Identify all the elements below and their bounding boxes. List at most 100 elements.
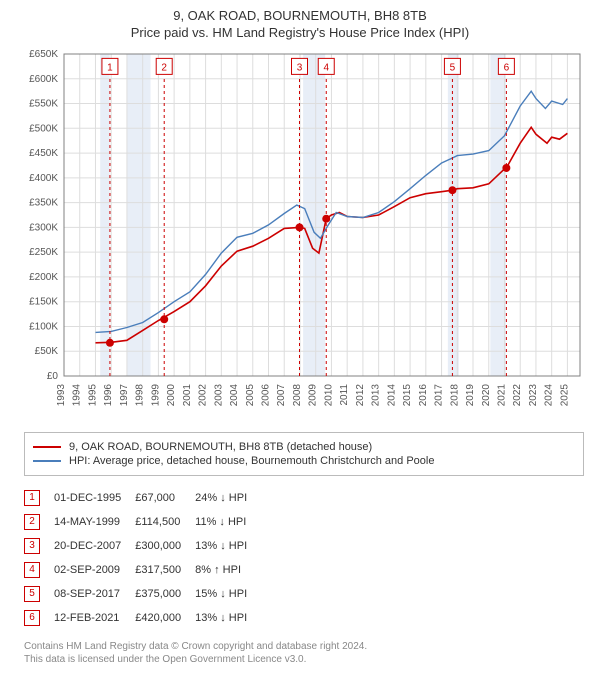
- svg-text:2010: 2010: [323, 384, 334, 407]
- svg-text:2008: 2008: [292, 384, 303, 407]
- svg-text:£150K: £150K: [29, 297, 58, 308]
- svg-text:2005: 2005: [245, 384, 256, 407]
- legend: 9, OAK ROAD, BOURNEMOUTH, BH8 8TB (detac…: [24, 432, 584, 476]
- svg-text:1994: 1994: [72, 384, 83, 407]
- sales-row: 2 14-MAY-1999£114,50011% ↓ HPI: [24, 510, 261, 534]
- sale-marker-cell: 5: [24, 582, 54, 606]
- sale-marker-cell: 4: [24, 558, 54, 582]
- sale-marker-icon: 2: [24, 514, 40, 530]
- sale-marker-icon: 3: [24, 538, 40, 554]
- sale-marker-cell: 3: [24, 534, 54, 558]
- sale-marker-icon: 1: [24, 490, 40, 506]
- svg-text:1998: 1998: [135, 384, 146, 407]
- sale-delta: 13% ↓ HPI: [195, 534, 261, 558]
- svg-text:£300K: £300K: [29, 222, 58, 233]
- footer-attribution: Contains HM Land Registry data © Crown c…: [24, 640, 588, 666]
- title-subtitle: Price paid vs. HM Land Registry's House …: [12, 25, 588, 40]
- legend-swatch: [33, 460, 61, 462]
- sales-row: 1 01-DEC-1995£67,00024% ↓ HPI: [24, 486, 261, 510]
- price-chart: £0 £50K £100K £150K £200K £250K £300K £350K £400…: [12, 46, 588, 426]
- svg-text:2004: 2004: [229, 384, 240, 407]
- svg-text:£650K: £650K: [29, 49, 58, 60]
- sale-delta: 24% ↓ HPI: [195, 486, 261, 510]
- sale-price: £300,000: [135, 534, 195, 558]
- svg-text:1993: 1993: [56, 384, 67, 407]
- sales-row: 4 02-SEP-2009£317,5008% ↑ HPI: [24, 558, 261, 582]
- svg-text:2003: 2003: [213, 384, 224, 407]
- footer-line2: This data is licensed under the Open Gov…: [24, 653, 588, 666]
- svg-text:1997: 1997: [119, 384, 130, 407]
- sale-price: £375,000: [135, 582, 195, 606]
- svg-text:1999: 1999: [150, 384, 161, 407]
- svg-text:2011: 2011: [339, 384, 350, 406]
- legend-label: HPI: Average price, detached house, Bour…: [69, 455, 434, 467]
- sale-marker-cell: 1: [24, 486, 54, 510]
- sale-marker-cell: 6: [24, 606, 54, 630]
- svg-text:£350K: £350K: [29, 198, 58, 209]
- svg-text:£600K: £600K: [29, 74, 58, 85]
- sale-delta: 8% ↑ HPI: [195, 558, 261, 582]
- svg-text:2007: 2007: [276, 384, 287, 407]
- svg-text:2009: 2009: [308, 384, 319, 407]
- sale-price: £67,000: [135, 486, 195, 510]
- svg-text:4: 4: [323, 62, 329, 73]
- sale-date: 20-DEC-2007: [54, 534, 135, 558]
- svg-text:£50K: £50K: [35, 346, 59, 357]
- svg-text:3: 3: [297, 62, 303, 73]
- sale-price: £420,000: [135, 606, 195, 630]
- svg-text:2024: 2024: [544, 384, 555, 407]
- sale-price: £114,500: [135, 510, 195, 534]
- svg-text:5: 5: [450, 62, 456, 73]
- svg-text:2: 2: [161, 62, 167, 73]
- svg-text:£0: £0: [47, 371, 59, 382]
- svg-text:2020: 2020: [481, 384, 492, 407]
- svg-text:£500K: £500K: [29, 123, 58, 134]
- svg-text:2017: 2017: [434, 384, 445, 407]
- sales-table: 1 01-DEC-1995£67,00024% ↓ HPI 2 14-MAY-1999…: [24, 486, 261, 630]
- svg-text:£550K: £550K: [29, 99, 58, 110]
- svg-text:6: 6: [504, 62, 510, 73]
- svg-text:£100K: £100K: [29, 321, 58, 332]
- sale-marker-cell: 2: [24, 510, 54, 534]
- sales-row: 6 12-FEB-2021£420,00013% ↓ HPI: [24, 606, 261, 630]
- chart-title: 9, OAK ROAD, BOURNEMOUTH, BH8 8TB Price …: [12, 8, 588, 40]
- svg-text:2025: 2025: [559, 384, 570, 407]
- svg-text:2015: 2015: [402, 384, 413, 407]
- sale-date: 01-DEC-1995: [54, 486, 135, 510]
- svg-text:2022: 2022: [512, 384, 523, 407]
- svg-text:£400K: £400K: [29, 173, 58, 184]
- svg-text:£250K: £250K: [29, 247, 58, 258]
- sale-date: 08-SEP-2017: [54, 582, 135, 606]
- svg-text:£200K: £200K: [29, 272, 58, 283]
- sale-marker-icon: 6: [24, 610, 40, 626]
- svg-text:2014: 2014: [386, 384, 397, 407]
- svg-text:2021: 2021: [496, 384, 507, 407]
- svg-text:1: 1: [107, 62, 113, 73]
- svg-text:1996: 1996: [103, 384, 114, 407]
- sale-delta: 15% ↓ HPI: [195, 582, 261, 606]
- svg-text:2013: 2013: [371, 384, 382, 407]
- svg-text:£450K: £450K: [29, 148, 58, 159]
- legend-label: 9, OAK ROAD, BOURNEMOUTH, BH8 8TB (detac…: [69, 441, 372, 453]
- svg-text:2016: 2016: [418, 384, 429, 407]
- svg-text:2018: 2018: [449, 384, 460, 407]
- sale-price: £317,500: [135, 558, 195, 582]
- sale-date: 14-MAY-1999: [54, 510, 135, 534]
- sales-row: 3 20-DEC-2007£300,00013% ↓ HPI: [24, 534, 261, 558]
- svg-text:2002: 2002: [198, 384, 209, 407]
- svg-text:2001: 2001: [182, 384, 193, 407]
- footer-line1: Contains HM Land Registry data © Crown c…: [24, 640, 588, 653]
- svg-text:2006: 2006: [261, 384, 272, 407]
- svg-text:2012: 2012: [355, 384, 366, 407]
- sale-date: 02-SEP-2009: [54, 558, 135, 582]
- sale-delta: 13% ↓ HPI: [195, 606, 261, 630]
- svg-text:2023: 2023: [528, 384, 539, 407]
- sale-date: 12-FEB-2021: [54, 606, 135, 630]
- sales-row: 508-SEP-2017£375,00015% ↓ HPI: [24, 582, 261, 606]
- legend-row: 9, OAK ROAD, BOURNEMOUTH, BH8 8TB (detac…: [33, 441, 575, 453]
- svg-text:2000: 2000: [166, 384, 177, 407]
- title-address: 9, OAK ROAD, BOURNEMOUTH, BH8 8TB: [12, 8, 588, 23]
- sale-delta: 11% ↓ HPI: [195, 510, 261, 534]
- svg-text:1995: 1995: [87, 384, 98, 407]
- sale-marker-icon: 4: [24, 562, 40, 578]
